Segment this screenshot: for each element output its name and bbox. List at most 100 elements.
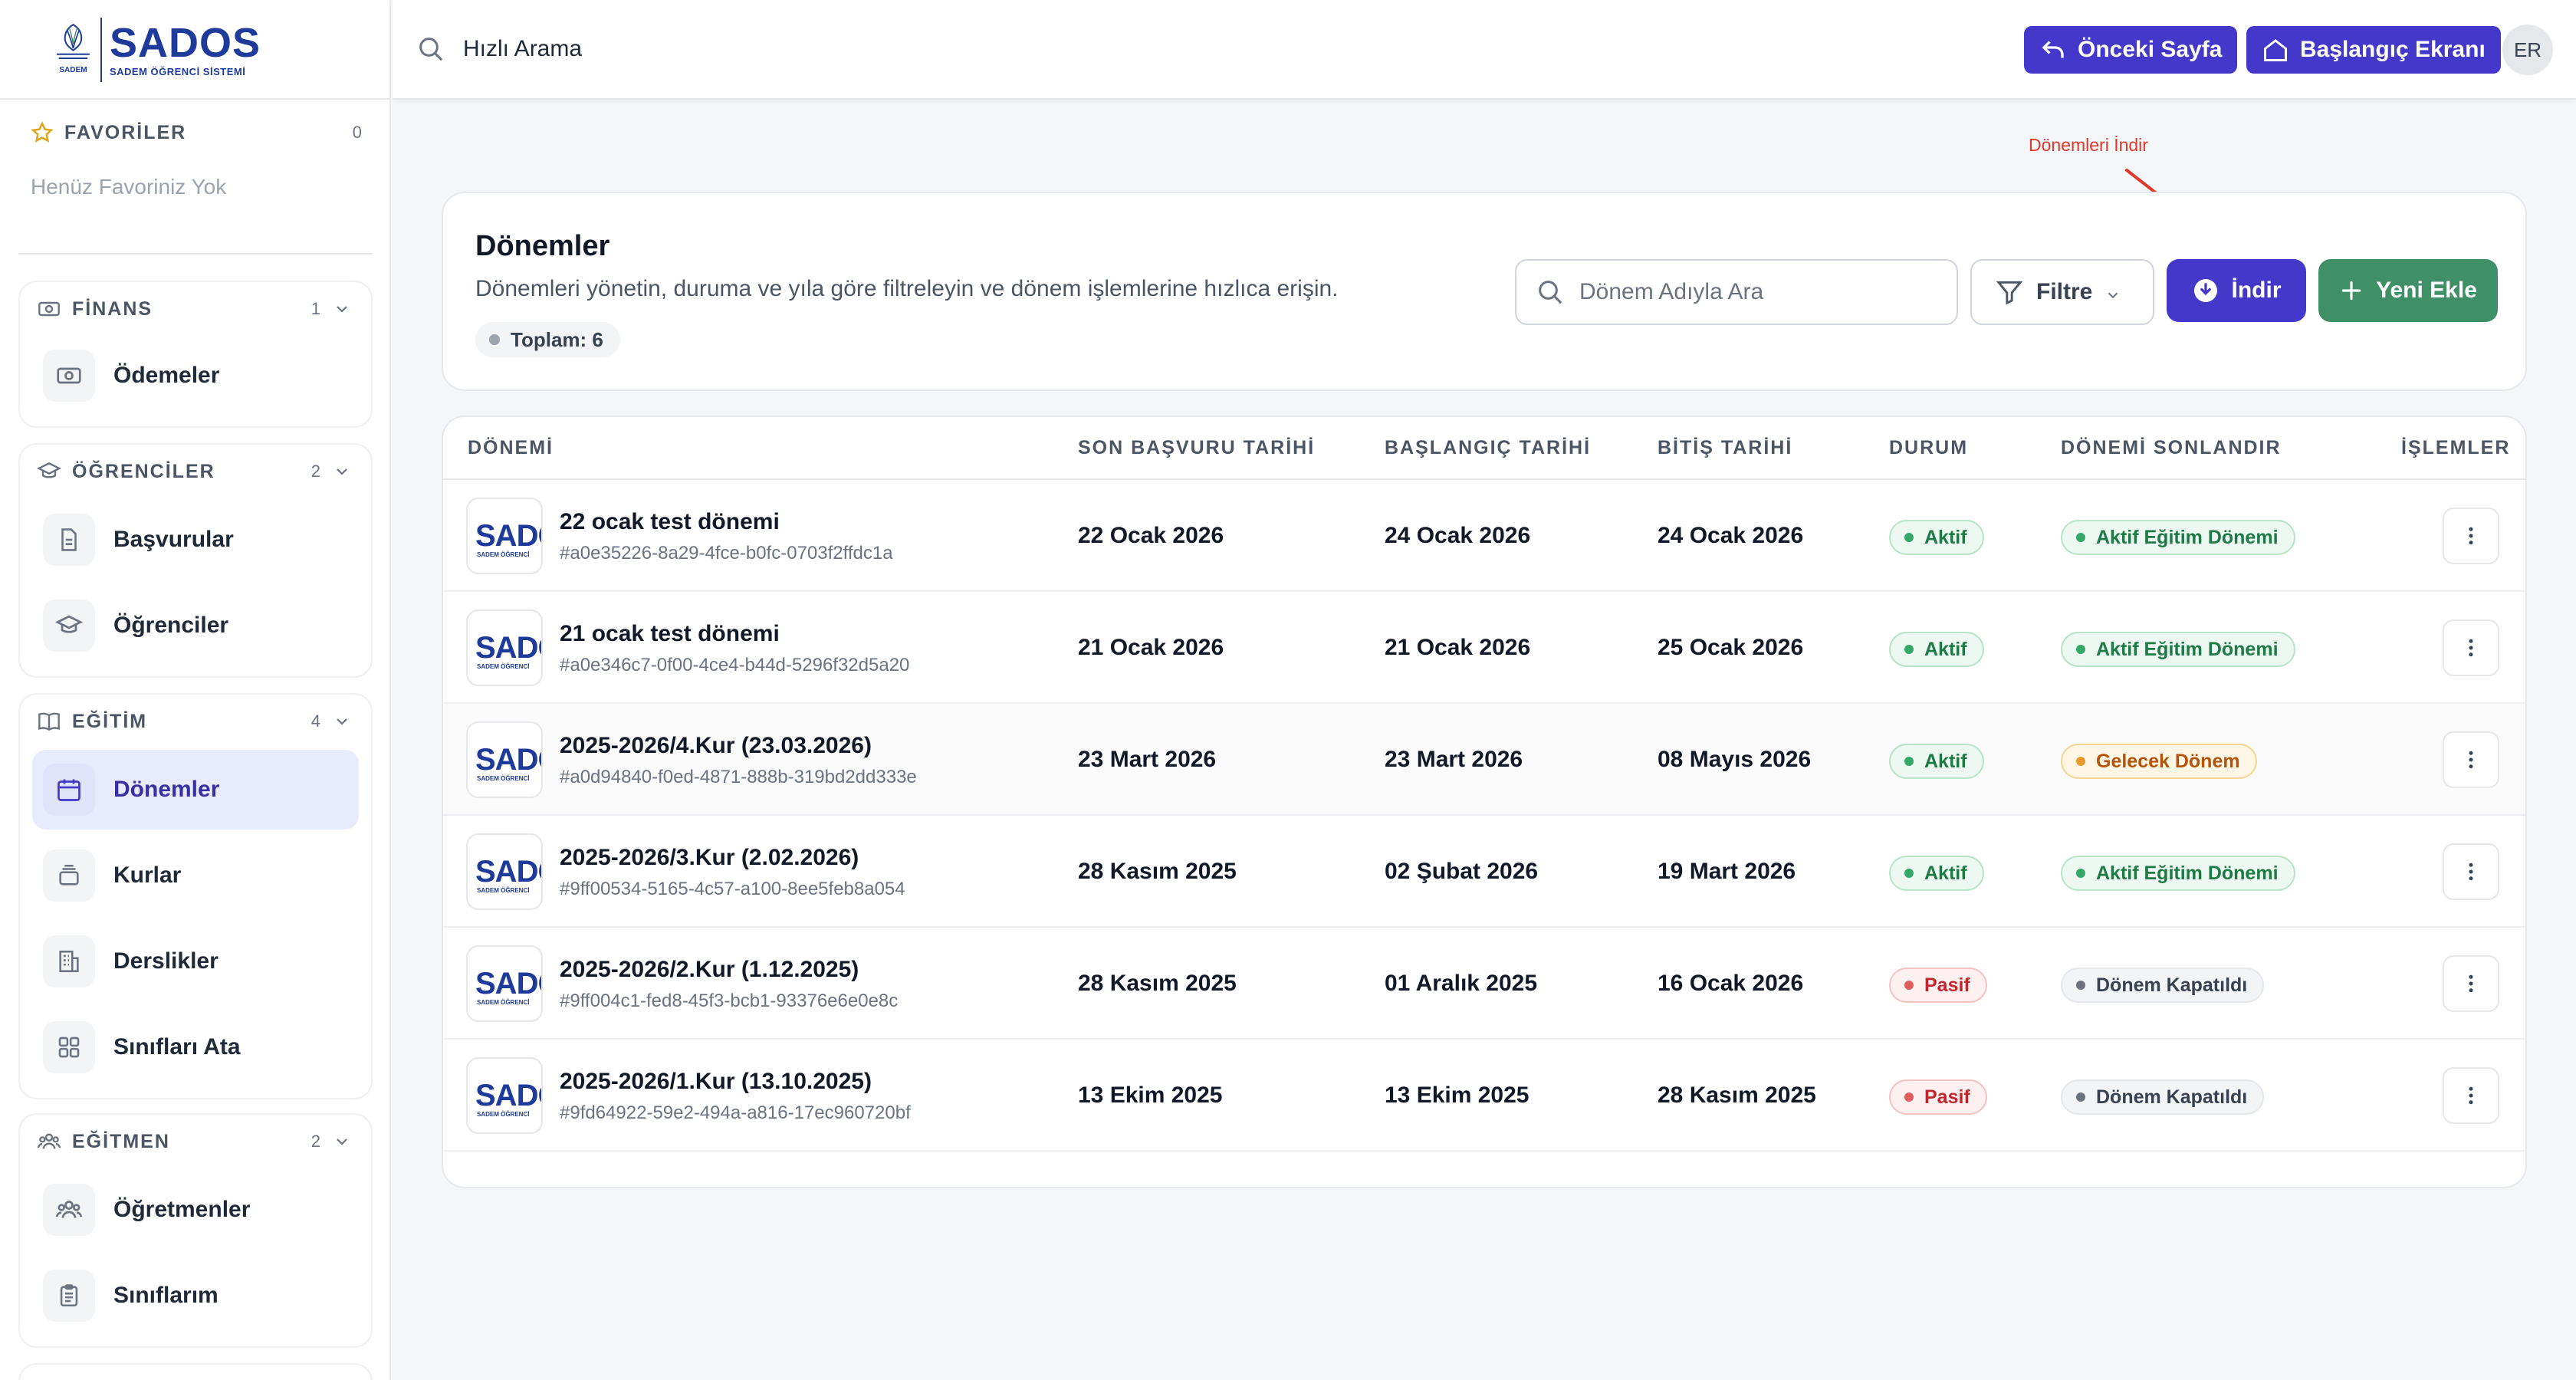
group-header-ogrenciler[interactable]: ÖĞRENCİLER 2	[20, 445, 371, 498]
period-name[interactable]: 2025-2026/4.Kur (23.03.2026)	[560, 733, 872, 758]
period-name[interactable]: 2025-2026/3.Kur (2.02.2026)	[560, 845, 859, 870]
status-label: Aktif	[1924, 638, 1967, 660]
status-dot	[1904, 1092, 1914, 1102]
period-search[interactable]	[1515, 259, 1958, 325]
deadline-date: 22 Ocak 2026	[1078, 523, 1224, 548]
row-actions-button[interactable]	[2443, 955, 2499, 1012]
start-date: 23 Mart 2026	[1385, 747, 1523, 772]
column-header[interactable]: BİTİŞ TARİHİ	[1658, 437, 1793, 458]
phase-badge[interactable]: Aktif Eğitim Dönemi	[2061, 520, 2295, 555]
sidebar-item-derslikler[interactable]: Derslikler	[32, 922, 359, 1001]
more-vertical-icon	[2469, 974, 2473, 993]
sidebar-item-ogretmenler[interactable]: Öğretmenler	[32, 1170, 359, 1250]
table-header: DÖNEMİ SON BAŞVURU TARİHİ BAŞLANGIÇ TARİ…	[443, 417, 2525, 480]
phase-badge[interactable]: Dönem Kapatıldı	[2061, 1079, 2265, 1115]
sidebar-item-kurlar[interactable]: Kurlar	[32, 836, 359, 915]
favorites-header[interactable]: FAVORİLER 0	[31, 119, 362, 146]
filter-button[interactable]: Filtre	[1970, 259, 2154, 325]
sidebar-item-ogrenciler[interactable]: Öğrenciler	[32, 586, 359, 665]
row-actions-button[interactable]	[2443, 619, 2499, 676]
status-dot	[2076, 533, 2085, 542]
phase-badge[interactable]: Gelecek Dönem	[2061, 744, 2257, 779]
group-count: 1	[310, 299, 320, 318]
status-label: Aktif	[1924, 526, 1967, 548]
phase-badge[interactable]: Aktif Eğitim Dönemi	[2061, 856, 2295, 891]
app-logo[interactable]: SADEM SADOS SADEM ÖĞRENCİ SİSTEMİ	[54, 9, 261, 90]
phase-label: Gelecek Dönem	[2096, 750, 2240, 772]
row-actions-button[interactable]	[2443, 843, 2499, 900]
book-icon	[37, 709, 61, 734]
sidebar-item-label: Öğrenciler	[113, 613, 229, 638]
status-badge: Pasif	[1889, 1079, 1987, 1115]
column-header[interactable]: DURUM	[1889, 437, 1969, 458]
sidebar-item-basvurular[interactable]: Başvurular	[32, 500, 359, 580]
group-label: EĞİTİM	[72, 710, 148, 732]
add-new-button[interactable]: Yeni Ekle	[2318, 259, 2498, 322]
start-date: 21 Ocak 2026	[1385, 635, 1531, 660]
row-actions-button[interactable]	[2443, 508, 2499, 564]
period-id: #a0e346c7-0f00-4ce4-b44d-5296f32d5a20	[560, 655, 910, 675]
quick-search[interactable]: Hızlı Arama	[416, 34, 582, 64]
row-actions-button[interactable]	[2443, 1067, 2499, 1124]
home-screen-button[interactable]: Başlangıç Ekranı	[2246, 26, 2501, 74]
chevron-down-icon	[333, 1132, 351, 1151]
phase-badge[interactable]: Dönem Kapatıldı	[2061, 968, 2265, 1003]
thumbnail-logo-text: SADOS	[475, 519, 541, 553]
chevron-down-icon	[333, 712, 351, 731]
sidebar-item-odemeler[interactable]: Ödemeler	[32, 336, 359, 416]
column-header[interactable]: DÖNEMİ	[468, 437, 554, 458]
sidebar-item-label: Ödemeler	[113, 363, 220, 388]
phase-label: Aktif Eğitim Dönemi	[2096, 862, 2279, 884]
group-count: 2	[310, 1132, 320, 1151]
period-name[interactable]: 21 ocak test dönemi	[560, 621, 780, 646]
sidebar-item-label: Kurlar	[113, 863, 182, 888]
sidebar-item-donemler[interactable]: Dönemler	[32, 750, 359, 830]
start-date: 13 Ekim 2025	[1385, 1083, 1530, 1108]
column-header[interactable]: SON BAŞVURU TARİHİ	[1078, 437, 1316, 458]
user-avatar[interactable]: ER	[2502, 25, 2553, 75]
status-dot	[1904, 533, 1914, 542]
previous-page-button[interactable]: Önceki Sayfa	[2024, 26, 2238, 74]
search-icon	[416, 34, 446, 64]
chevron-down-icon	[2104, 284, 2121, 301]
sidebar-item-label: Sınıfları Ata	[113, 1034, 241, 1060]
period-name[interactable]: 2025-2026/1.Kur (13.10.2025)	[560, 1069, 872, 1094]
thumbnail-logo-subtext: SADEM ÖĞRENCİ	[477, 1111, 530, 1118]
deadline-date: 21 Ocak 2026	[1078, 635, 1224, 660]
more-vertical-icon	[2469, 751, 2473, 769]
sidebar-item-siniflarim[interactable]: Sınıflarım	[32, 1256, 359, 1336]
column-header[interactable]: DÖNEMİ SONLANDIR	[2061, 437, 2282, 458]
clipboard-icon	[43, 1270, 95, 1322]
period-name[interactable]: 2025-2026/2.Kur (1.12.2025)	[560, 957, 859, 982]
sidebar-item-label: Sınıflarım	[113, 1283, 219, 1308]
group-header-egitim[interactable]: EĞİTİM 4	[20, 695, 371, 748]
money-icon	[37, 297, 61, 321]
download-annotation: Dönemleri İndir	[2029, 135, 2148, 155]
group-header-finans[interactable]: FİNANS 1	[20, 282, 371, 336]
phase-badge[interactable]: Aktif Eğitim Dönemi	[2061, 632, 2295, 667]
start-date: 24 Ocak 2026	[1385, 523, 1531, 548]
period-id: #9fd64922-59e2-494a-a816-17ec960720bf	[560, 1102, 911, 1123]
status-badge: Pasif	[1889, 968, 1987, 1003]
undo-arrow-icon	[2039, 36, 2067, 64]
group-header-egitmen[interactable]: EĞİTMEN 2	[20, 1115, 371, 1168]
sidebar-item-siniflari-ata[interactable]: Sınıfları Ata	[32, 1007, 359, 1087]
download-button[interactable]: İndir	[2167, 259, 2306, 322]
period-name[interactable]: 22 ocak test dönemi	[560, 509, 780, 534]
end-date: 28 Kasım 2025	[1658, 1083, 1816, 1108]
period-id: #9ff004c1-fed8-45f3-bcb1-93376e6e0e8c	[560, 991, 899, 1011]
period-search-input[interactable]	[1579, 279, 1932, 305]
column-header[interactable]: BAŞLANGIÇ TARİHİ	[1385, 437, 1592, 458]
nav-group-egitmen: EĞİTMEN 2 Öğretmenler Sınıflarım	[18, 1113, 373, 1348]
total-count-label: Toplam: 6	[511, 327, 603, 351]
column-header: İŞLEMLER	[2401, 437, 2511, 458]
row-actions-button[interactable]	[2443, 731, 2499, 788]
nav-group-more	[18, 1363, 373, 1380]
status-label: Aktif	[1924, 862, 1967, 884]
